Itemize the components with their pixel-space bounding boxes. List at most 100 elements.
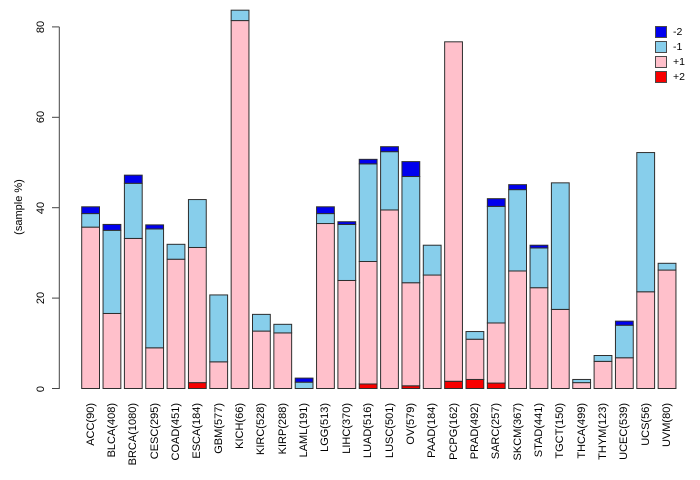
x-tick-label-UCS56: UCS(56) bbox=[639, 403, 652, 446]
bar-PRAD(492)-segment-+1 bbox=[465, 338, 485, 380]
x-tick-label-ESCA184: ESCA(184) bbox=[191, 403, 204, 459]
bar-BLCA(408)-segment--1 bbox=[102, 229, 122, 314]
bar-KIRC(528)-segment--1 bbox=[252, 313, 271, 332]
x-tick-label-OV579: OV(579) bbox=[404, 403, 417, 445]
bar-SARC(257)-segment--2 bbox=[486, 198, 506, 207]
bar-TGCT(150)-segment--1 bbox=[550, 182, 570, 310]
x-tick-label-LUAD516: LUAD(516) bbox=[362, 403, 375, 459]
legend: -2 -1 +1 +2 bbox=[655, 26, 685, 86]
y-tick-label-40: 40 bbox=[35, 201, 47, 214]
bar-LUAD(516)-segment-+1 bbox=[358, 260, 378, 385]
legend-item--2: -2 bbox=[655, 26, 685, 38]
bar-UCEC(539)-segment-+1 bbox=[614, 357, 634, 390]
legend-swatch-+2 bbox=[655, 71, 667, 83]
bar-SARC(257)-segment--1 bbox=[486, 205, 506, 324]
y-tick-label-20: 20 bbox=[35, 291, 47, 305]
x-tick-label-THYM123: THYM(123) bbox=[597, 403, 609, 460]
bar-LGG(513)-segment--1 bbox=[316, 213, 335, 225]
x-tick-label-THCA499: THCA(499) bbox=[575, 403, 588, 459]
legend-label--1: -1 bbox=[673, 40, 683, 53]
bar-STAD(441)-segment-+1 bbox=[529, 287, 549, 390]
bar-OV(579)-segment--1 bbox=[401, 176, 421, 284]
bar-BRCA(1080)-segment--2 bbox=[123, 174, 143, 184]
legend-label-+2: +2 bbox=[673, 70, 685, 83]
bar-COAD(451)-segment--1 bbox=[166, 243, 186, 260]
bar-GBM(577)-segment--1 bbox=[209, 294, 229, 363]
bar-KICH(66)-segment--1 bbox=[230, 9, 250, 22]
bar-KIRC(528)-segment-+1 bbox=[252, 330, 271, 390]
legend-item--1: -1 bbox=[655, 41, 685, 53]
x-tick-label-BRCA1080: BRCA(1080) bbox=[127, 403, 140, 466]
bar-PRAD(492)-segment-+2 bbox=[465, 378, 485, 389]
bar-ACC(90)-segment--2 bbox=[81, 206, 100, 215]
bar-KIRP(288)-segment-+1 bbox=[273, 332, 293, 389]
legend-label-+1: +1 bbox=[673, 55, 685, 68]
bar-KICH(66)-segment-+1 bbox=[230, 20, 250, 390]
bar-SARC(257)-segment-+1 bbox=[486, 322, 506, 384]
bar-BLCA(408)-segment--2 bbox=[102, 223, 122, 231]
x-tick-label-PCPG162: PCPG(162) bbox=[447, 403, 460, 460]
bar-LAML(191)-segment--2 bbox=[294, 377, 314, 383]
x-tick-label-LAML191: LAML(191) bbox=[298, 403, 311, 458]
bar-THYM(123)-segment--1 bbox=[593, 355, 613, 362]
x-tick-label-CESC295: CESC(295) bbox=[148, 403, 161, 460]
bar-TGCT(150)-segment-+1 bbox=[550, 308, 570, 389]
bar-LIHC(370)-segment--2 bbox=[337, 221, 357, 225]
bar-COAD(451)-segment-+1 bbox=[166, 258, 186, 389]
bar-PCPG(162)-segment-+2 bbox=[444, 380, 463, 390]
x-tick-label-SKCM367: SKCM(367) bbox=[511, 403, 524, 461]
bar-CESC(295)-segment--2 bbox=[145, 224, 165, 230]
bar-PAAD(184)-segment--1 bbox=[422, 244, 442, 276]
bar-GBM(577)-segment-+1 bbox=[209, 361, 229, 389]
bar-UCS(56)-segment-+1 bbox=[636, 291, 656, 389]
bar-CESC(295)-segment-+1 bbox=[145, 347, 165, 390]
bar-ESCA(184)-segment-+1 bbox=[187, 246, 207, 384]
bar-LGG(513)-segment--2 bbox=[316, 206, 335, 215]
bar-ESCA(184)-segment-+2 bbox=[187, 382, 207, 389]
x-tick-label-KICH66: KICH(66) bbox=[234, 403, 247, 449]
bar-BRCA(1080)-segment-+1 bbox=[123, 237, 143, 389]
legend-swatch-+1 bbox=[655, 56, 667, 68]
bar-LUAD(516)-segment--2 bbox=[358, 158, 378, 165]
x-tick-label-SARC257: SARC(257) bbox=[490, 403, 503, 460]
bar-LUSC(501)-segment-+1 bbox=[380, 209, 399, 389]
x-tick-label-TGCT150: TGCT(150) bbox=[554, 403, 567, 459]
bar-LUAD(516)-segment--1 bbox=[358, 163, 378, 262]
bar-KIRP(288)-segment--1 bbox=[273, 323, 293, 334]
x-tick-label-UVM80: UVM(80) bbox=[661, 403, 674, 448]
bar-LUSC(501)-segment--1 bbox=[380, 151, 399, 211]
bar-LGG(513)-segment-+1 bbox=[316, 223, 335, 389]
x-tick-label-LUSC501: LUSC(501) bbox=[383, 403, 396, 459]
bar-ACC(90)-segment--1 bbox=[81, 213, 100, 228]
bar-OV(579)-segment--2 bbox=[401, 161, 421, 178]
bar-UCEC(539)-segment--2 bbox=[614, 320, 634, 326]
bar-THCA(499)-segment-+1 bbox=[572, 382, 592, 389]
x-tick-label-LGG513: LGG(513) bbox=[319, 403, 332, 452]
x-tick-label-BLCA408: BLCA(408) bbox=[105, 403, 118, 458]
bar-UCEC(539)-segment--1 bbox=[614, 324, 634, 359]
bar-PRAD(492)-segment--1 bbox=[465, 331, 485, 340]
legend-swatch--1 bbox=[655, 41, 667, 53]
bar-ACC(90)-segment-+1 bbox=[81, 226, 100, 389]
legend-item-+2: +2 bbox=[655, 71, 685, 83]
bar-CESC(295)-segment--1 bbox=[145, 228, 165, 349]
x-tick-label-PAAD184: PAAD(184) bbox=[426, 403, 439, 458]
x-tick-label-GBM577: GBM(577) bbox=[212, 403, 225, 454]
x-tick-label-COAD451: COAD(451) bbox=[170, 403, 182, 461]
y-tick-label-80: 80 bbox=[35, 20, 47, 34]
bar-LIHC(370)-segment--1 bbox=[337, 223, 357, 281]
x-tick-label-UCEC539: UCEC(539) bbox=[618, 403, 631, 460]
legend-label--2: -2 bbox=[673, 25, 683, 38]
bar-BRCA(1080)-segment--1 bbox=[123, 182, 143, 239]
bar-SARC(257)-segment-+2 bbox=[486, 382, 506, 389]
bar-LUAD(516)-segment-+2 bbox=[358, 383, 378, 390]
bar-UVM(80)-segment-+1 bbox=[657, 269, 677, 389]
x-tick-label-STAD441: STAD(441) bbox=[532, 403, 545, 458]
bar-LUSC(501)-segment--2 bbox=[380, 146, 399, 153]
bar-THYM(123)-segment-+1 bbox=[593, 360, 613, 390]
bar-OV(579)-segment-+1 bbox=[401, 282, 421, 387]
bar-STAD(441)-segment--2 bbox=[529, 244, 549, 249]
bar-LIHC(370)-segment-+1 bbox=[337, 279, 357, 389]
